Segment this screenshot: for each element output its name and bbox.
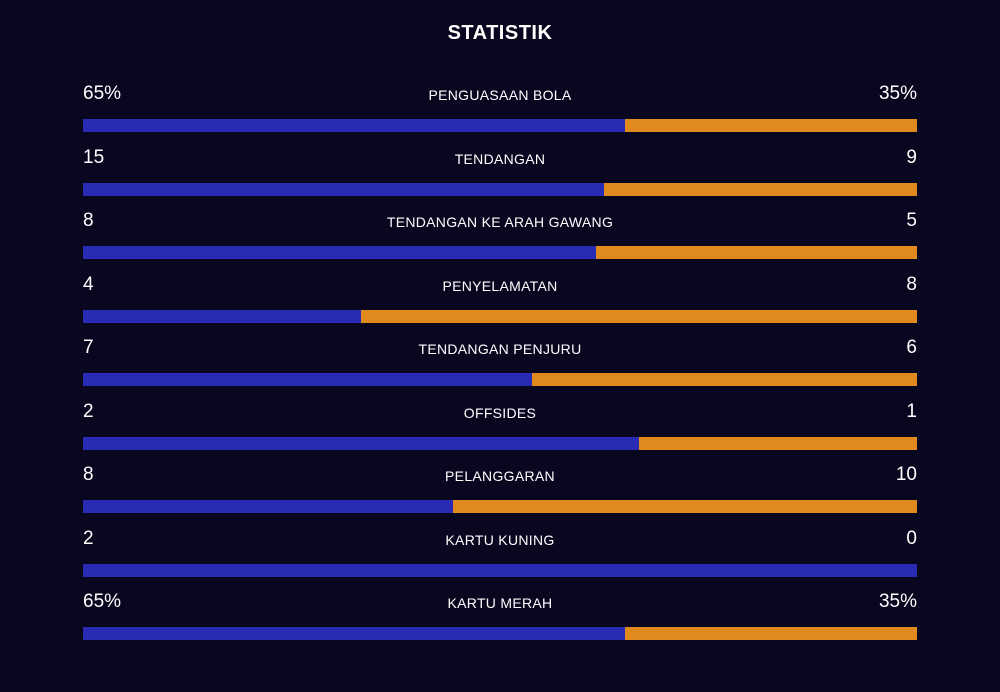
away-bar-segment <box>604 182 917 196</box>
stat-row-head: 65% KARTU MERAH 35% <box>83 588 917 627</box>
stat-bar <box>83 246 917 259</box>
home-bar-segment <box>83 182 604 196</box>
home-value: 2 <box>83 527 94 549</box>
stat-row-red-cards: 65% KARTU MERAH 35% <box>83 588 917 652</box>
home-bar-segment <box>83 436 639 450</box>
away-bar-segment <box>532 373 917 386</box>
stat-row-saves: 4 PENYELAMATAN 8 <box>83 271 917 335</box>
stat-row-head: 4 PENYELAMATAN 8 <box>83 271 917 310</box>
home-value: 4 <box>83 273 94 295</box>
stat-bar <box>83 119 917 132</box>
home-bar-segment <box>83 309 361 323</box>
home-value: 65% <box>83 591 122 612</box>
away-bar-segment <box>625 627 917 640</box>
home-bar-segment <box>83 563 917 577</box>
stat-label: PENGUASAAN BOLA <box>428 87 572 103</box>
stat-bar <box>83 436 917 450</box>
stat-label: KARTU KUNING <box>445 531 555 548</box>
stat-row-head: 8 TENDANGAN KE ARAH GAWANG 5 <box>83 207 917 246</box>
statistics-title: STATISTIK <box>447 22 553 44</box>
stat-label: TENDANGAN KE ARAH GAWANG <box>386 214 614 230</box>
stat-label: KARTU MERAH <box>447 595 553 611</box>
home-bar-segment <box>83 373 532 386</box>
away-value: 0 <box>906 527 917 549</box>
home-value: 2 <box>83 400 94 422</box>
stat-bar <box>83 373 917 386</box>
stat-row-shots: 15 TENDANGAN 9 <box>83 144 917 208</box>
away-value: 6 <box>906 337 917 358</box>
away-value: 8 <box>906 273 917 295</box>
stat-row-head: 65% PENGUASAAN BOLA 35% <box>83 80 917 119</box>
away-value: 10 <box>895 464 917 485</box>
stat-bar <box>83 627 917 640</box>
stat-row-head: 2 KARTU KUNING 0 <box>83 525 917 564</box>
home-bar-segment <box>83 627 625 640</box>
home-bar-segment <box>83 500 453 513</box>
stat-label: OFFSIDES <box>463 404 537 421</box>
stat-label: TENDANGAN PENJURU <box>418 341 582 357</box>
away-bar-segment <box>625 119 917 132</box>
stat-bar <box>83 500 917 513</box>
stat-row-fouls: 8 PELANGGARAN 10 <box>83 461 917 525</box>
stat-row-head: 15 TENDANGAN 9 <box>83 144 917 183</box>
home-value: 8 <box>83 210 94 231</box>
stats-list: 65% PENGUASAAN BOLA 35% 15 TENDANGAN 9 <box>83 80 917 652</box>
away-value: 9 <box>906 146 917 168</box>
stat-label: PELANGGARAN <box>445 468 555 484</box>
stat-row-yellow-cards: 2 KARTU KUNING 0 <box>83 525 917 589</box>
stat-label: TENDANGAN <box>454 150 546 167</box>
away-value: 5 <box>906 210 917 231</box>
stat-label: PENYELAMATAN <box>442 277 558 294</box>
home-value: 8 <box>83 464 94 485</box>
stat-row-offsides: 2 OFFSIDES 1 <box>83 398 917 462</box>
away-value: 35% <box>878 83 917 104</box>
stat-row-head: 2 OFFSIDES 1 <box>83 398 917 437</box>
stat-bar <box>83 309 917 323</box>
away-bar-segment <box>639 436 917 450</box>
home-bar-segment <box>83 246 596 259</box>
away-value: 1 <box>906 400 917 422</box>
home-value: 65% <box>83 83 122 104</box>
stat-bar <box>83 563 917 577</box>
away-value: 35% <box>878 591 917 612</box>
stat-row-head: 8 PELANGGARAN 10 <box>83 461 917 500</box>
stat-row-head: 7 TENDANGAN PENJURU 6 <box>83 334 917 373</box>
home-value: 7 <box>83 337 94 358</box>
stat-row-corners: 7 TENDANGAN PENJURU 6 <box>83 334 917 398</box>
away-bar-segment <box>361 309 917 323</box>
stat-row-shots-on-target: 8 TENDANGAN KE ARAH GAWANG 5 <box>83 207 917 271</box>
stat-row-possession: 65% PENGUASAAN BOLA 35% <box>83 80 917 144</box>
away-bar-segment <box>596 246 917 259</box>
home-value: 15 <box>83 146 105 168</box>
stat-bar <box>83 182 917 196</box>
home-bar-segment <box>83 119 625 132</box>
away-bar-segment <box>453 500 917 513</box>
